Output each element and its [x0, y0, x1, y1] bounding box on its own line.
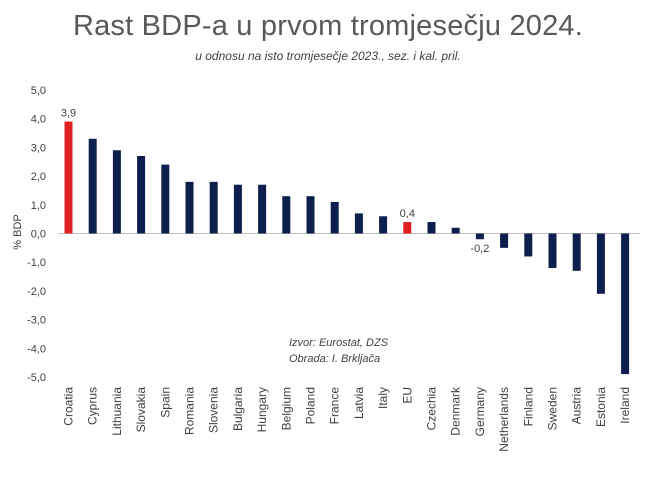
- x-tick-label: Poland: [304, 387, 318, 424]
- bar-netherlands: [500, 233, 509, 248]
- bar-czechia: [427, 222, 436, 234]
- x-tick-label: Belgium: [279, 387, 293, 430]
- bar-romania: [185, 181, 194, 234]
- x-tick-label: Estonia: [594, 387, 608, 427]
- data-label: -0,2: [470, 243, 489, 255]
- bar-bulgaria: [233, 184, 242, 234]
- bar-sweden: [548, 233, 557, 268]
- x-tick-label: Netherlands: [497, 387, 511, 452]
- source-note-line2: Obrada: I. Brkljača: [289, 353, 381, 365]
- bar-eu: [403, 222, 412, 234]
- data-label: 3,9: [61, 108, 76, 120]
- x-tick-label: Slovakia: [134, 387, 148, 433]
- x-tick-label: Bulgaria: [231, 387, 245, 431]
- source-note: Izvor: Eurostat, DZS Obrada: I. Brkljača: [289, 335, 388, 367]
- x-tick-label: Cyprus: [86, 387, 100, 425]
- bar-cyprus: [88, 138, 97, 234]
- bar-belgium: [282, 196, 291, 234]
- y-tick-label: -1,0: [27, 257, 46, 269]
- x-tick-label: Germany: [473, 387, 487, 436]
- bar-lithuania: [112, 150, 121, 234]
- bar-estonia: [596, 233, 605, 294]
- x-tick-label: Croatia: [62, 387, 76, 426]
- bar-denmark: [451, 227, 460, 234]
- x-tick-label: Ireland: [618, 387, 632, 424]
- bar-finland: [524, 233, 533, 257]
- x-tick-label: Latvia: [352, 387, 366, 419]
- bar-austria: [572, 233, 581, 271]
- chart-subtitle: u odnosu na isto tromjesečje 2023., sez.…: [195, 49, 461, 63]
- y-tick-label: -2,0: [27, 286, 46, 298]
- bar-france: [330, 201, 339, 234]
- bar-italy: [379, 216, 388, 234]
- bar-ireland: [621, 233, 630, 375]
- chart-title: Rast BDP-a u prvom tromjesečju 2024.: [72, 10, 584, 42]
- y-tick-label: 5,0: [31, 85, 46, 97]
- bar-slovakia: [137, 156, 146, 234]
- x-tick-label: Romania: [183, 387, 197, 435]
- bar-croatia: [64, 121, 73, 234]
- x-tick-label: Denmark: [449, 386, 463, 436]
- x-tick-label: Hungary: [255, 387, 269, 432]
- y-tick-label: 1,0: [31, 200, 46, 212]
- bar-latvia: [354, 213, 363, 234]
- bar-spain: [161, 164, 170, 234]
- x-tick-label: Austria: [570, 387, 584, 425]
- x-tick-label: Italy: [376, 387, 390, 409]
- data-label: 0,4: [400, 208, 415, 220]
- x-tick-label: France: [328, 387, 342, 425]
- source-note-line1: Izvor: Eurostat, DZS: [289, 337, 389, 349]
- x-tick-label: Sweden: [546, 387, 560, 430]
- x-tick-label: Finland: [521, 387, 535, 426]
- y-tick-label: 3,0: [31, 142, 46, 154]
- y-tick-label: -3,0: [27, 315, 46, 327]
- y-tick-label: -5,0: [27, 372, 46, 384]
- x-tick-label: EU: [400, 387, 414, 404]
- y-tick-label: 0,0: [31, 229, 46, 241]
- x-tick-label: Slovenia: [207, 387, 221, 433]
- x-tick-label: Czechia: [425, 387, 439, 431]
- y-tick-label: -4,0: [27, 343, 46, 355]
- x-tick-label: Spain: [158, 387, 172, 418]
- bar-germany: [475, 233, 484, 240]
- bar-slovenia: [209, 181, 218, 234]
- bar-poland: [306, 196, 315, 234]
- y-tick-label: 2,0: [31, 171, 46, 183]
- y-tick-label: 4,0: [31, 114, 46, 126]
- x-tick-label: Lithuania: [110, 387, 124, 436]
- bar-hungary: [258, 184, 267, 234]
